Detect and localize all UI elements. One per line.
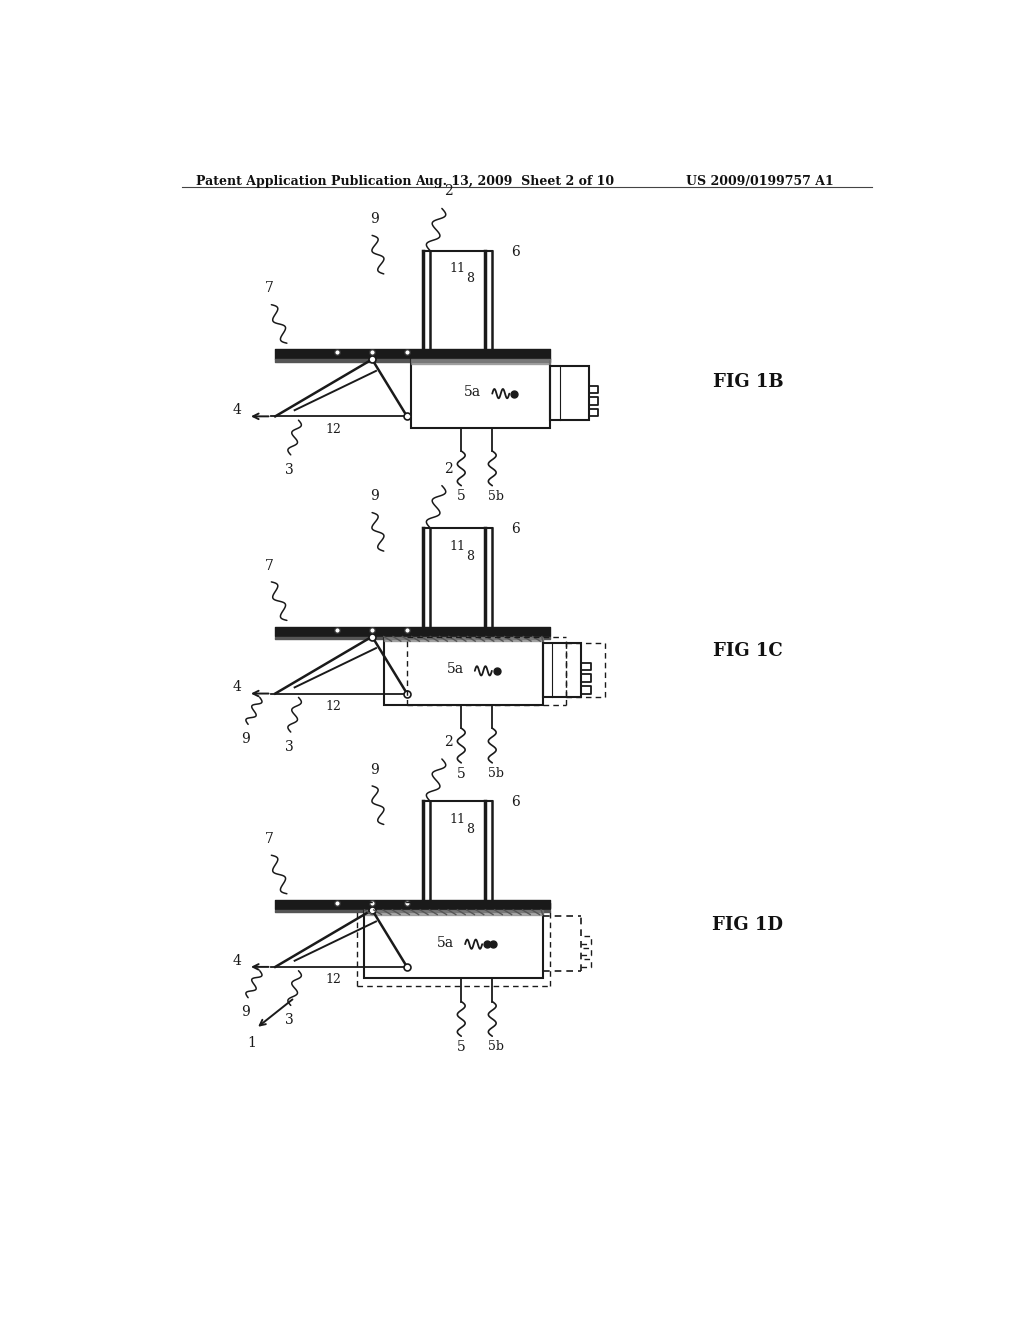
Text: 8: 8	[467, 822, 474, 836]
Text: 5b: 5b	[488, 767, 504, 780]
Text: 6: 6	[511, 244, 520, 259]
Bar	[365, 909, 543, 978]
Text: Aug. 13, 2009  Sheet 2 of 10: Aug. 13, 2009 Sheet 2 of 10	[415, 176, 613, 189]
Text: 6: 6	[511, 795, 520, 809]
Text: 2: 2	[444, 185, 453, 198]
Text: 4: 4	[233, 954, 242, 968]
Text: 5a: 5a	[446, 663, 464, 676]
Text: 6: 6	[511, 521, 520, 536]
Text: Patent Application Publication: Patent Application Publication	[197, 176, 412, 189]
Text: 5: 5	[457, 490, 466, 503]
Text: 9: 9	[242, 733, 250, 746]
Text: 3: 3	[285, 462, 294, 477]
Text: 8: 8	[467, 549, 474, 562]
Text: 12: 12	[326, 422, 341, 436]
Text: 5: 5	[457, 767, 466, 780]
Text: 12: 12	[326, 973, 341, 986]
Text: 9: 9	[370, 763, 379, 776]
Text: 4: 4	[233, 403, 242, 417]
Text: 8: 8	[467, 272, 474, 285]
Text: 7: 7	[264, 832, 273, 846]
Text: 9: 9	[370, 213, 379, 226]
Text: FIG 1C: FIG 1C	[713, 643, 783, 660]
Text: US 2009/0199757 A1: US 2009/0199757 A1	[686, 176, 834, 189]
Text: 5a: 5a	[437, 936, 455, 949]
Text: 5b: 5b	[488, 1040, 504, 1053]
Text: 7: 7	[264, 558, 273, 573]
Text: 5: 5	[457, 1040, 466, 1055]
Text: 12: 12	[326, 700, 341, 713]
Bar	[411, 359, 550, 428]
Text: 7: 7	[264, 281, 273, 296]
Text: 3: 3	[285, 739, 294, 754]
Text: 11: 11	[450, 813, 465, 826]
Bar	[384, 636, 543, 705]
Text: 1: 1	[248, 1036, 256, 1051]
Bar	[543, 643, 582, 697]
Text: 9: 9	[370, 490, 379, 503]
Text: FIG 1D: FIG 1D	[713, 916, 783, 933]
Text: 9: 9	[242, 1006, 250, 1019]
Text: 11: 11	[450, 540, 465, 553]
Text: 5a: 5a	[464, 385, 481, 399]
Text: 2: 2	[444, 735, 453, 748]
Text: FIG 1B: FIG 1B	[713, 372, 783, 391]
Text: 3: 3	[285, 1014, 294, 1027]
Text: 2: 2	[444, 462, 453, 475]
Bar	[550, 366, 589, 420]
Text: 4: 4	[233, 680, 242, 694]
Text: 5b: 5b	[488, 490, 504, 503]
Text: 11: 11	[450, 263, 465, 276]
